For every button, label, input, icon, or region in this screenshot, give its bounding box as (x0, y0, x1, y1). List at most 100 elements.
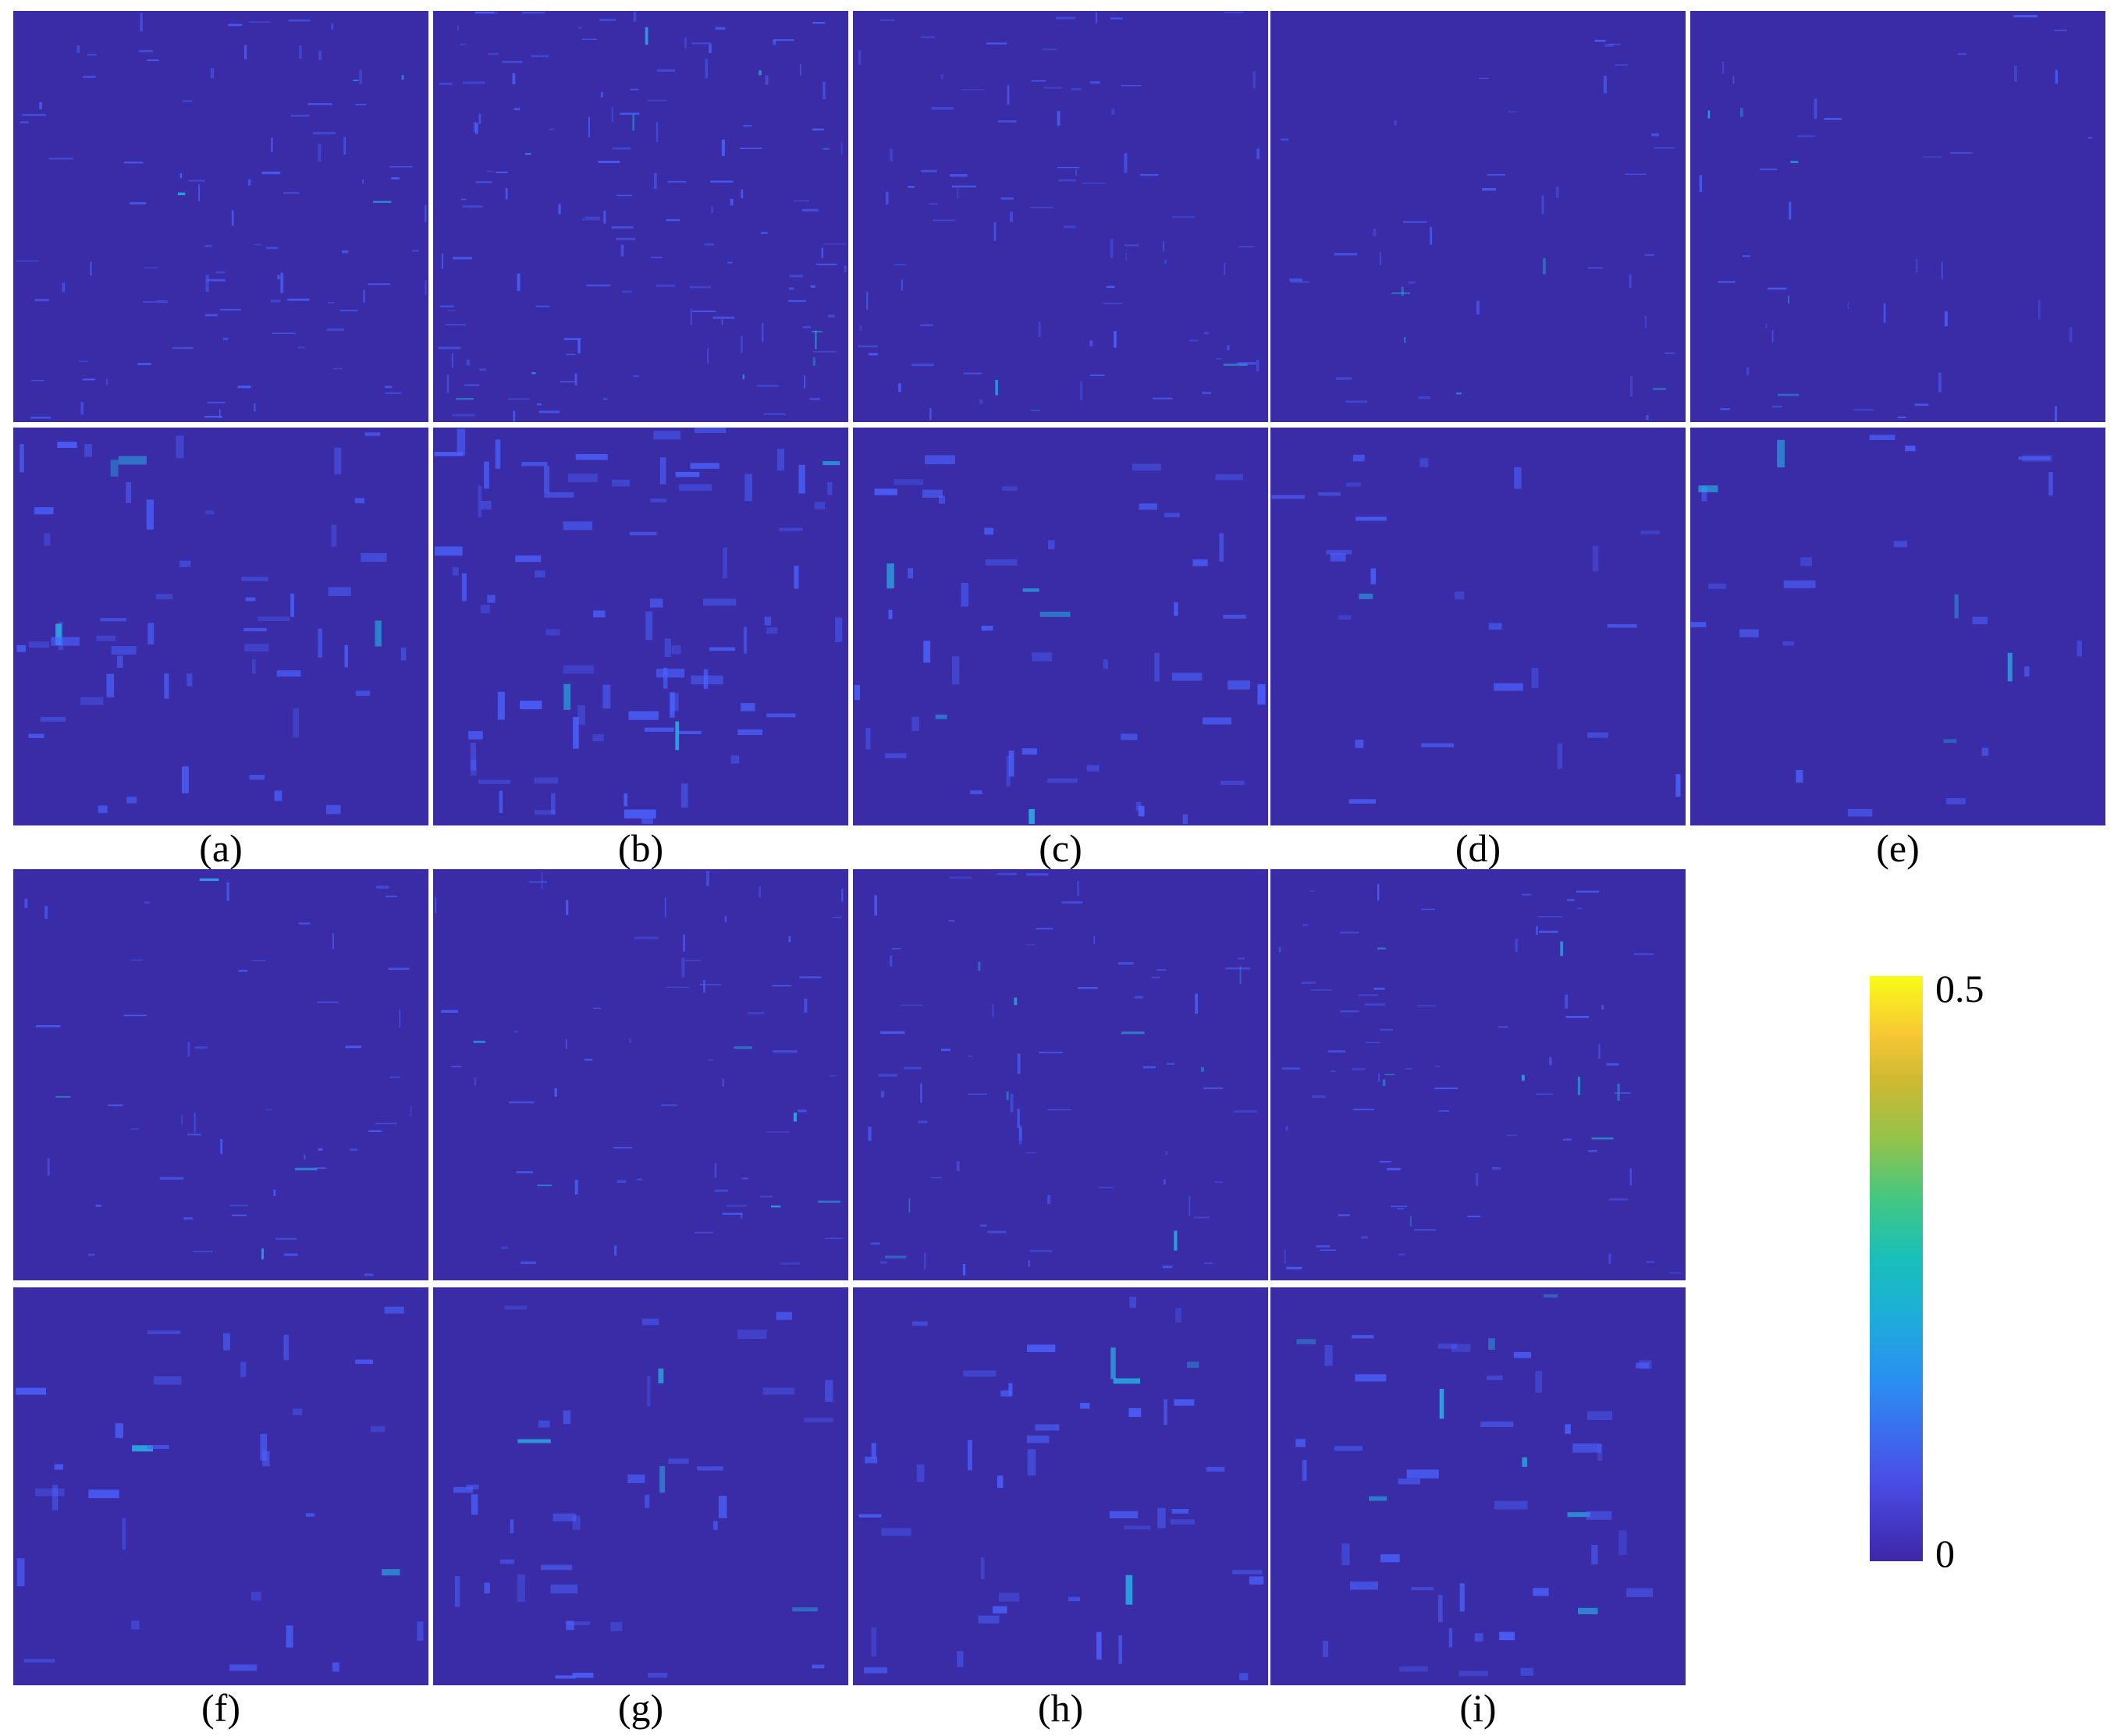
error-speckle (705, 59, 709, 79)
error-speckle (1438, 1595, 1443, 1623)
error-speckle (859, 325, 862, 332)
error-speckle (825, 1379, 833, 1402)
error-speckle (1355, 1374, 1387, 1382)
error-speckle (481, 500, 492, 509)
error-speckle (1204, 1262, 1213, 1265)
error-speckle (1278, 946, 1281, 953)
error-speckle (517, 1574, 525, 1603)
error-speckle (1047, 1195, 1051, 1204)
error-speckle (123, 162, 144, 164)
error-speckle (411, 250, 419, 252)
error-speckle (382, 1569, 400, 1576)
error-speckle (31, 379, 44, 382)
error-speckle (354, 498, 364, 504)
error-speckle (35, 1488, 65, 1496)
error-speckle (515, 555, 542, 563)
error-speckle (911, 1321, 928, 1326)
error-speckle (1289, 278, 1302, 282)
error-speckle (1482, 188, 1496, 191)
error-speckle (1555, 186, 1559, 198)
error-speckle (1281, 138, 1289, 141)
error-speckle (534, 777, 559, 784)
error-speckle (1601, 1005, 1604, 1010)
error-speckle (1058, 179, 1076, 182)
error-speckle (181, 1115, 183, 1125)
error-speckle (611, 226, 634, 229)
error-speckle (759, 1195, 773, 1198)
error-speckle (146, 499, 154, 530)
error-speckle (517, 1439, 551, 1443)
error-speckle (501, 1246, 508, 1249)
error-speckle (823, 81, 826, 100)
error-speckle (773, 39, 794, 41)
error-speckle (1296, 1339, 1316, 1345)
error-speckle (865, 1456, 878, 1464)
error-speckle (131, 1621, 140, 1630)
error-speckle (1740, 108, 1743, 117)
error-speckle (470, 760, 477, 776)
error-speckle (2022, 455, 2052, 462)
error-speckle (891, 948, 901, 950)
error-speckle (563, 521, 593, 531)
error-speckle (1068, 1596, 1081, 1602)
error-speckle (345, 1046, 362, 1049)
error-speckle (747, 1012, 765, 1015)
error-speckle (172, 346, 194, 350)
error-speckle (188, 179, 205, 182)
error-speckle (1494, 683, 1523, 691)
error-speckle (478, 485, 482, 518)
error-speckle (355, 690, 371, 696)
error-speckle (1604, 44, 1614, 47)
error-speckle (524, 153, 531, 155)
error-speckle (80, 697, 104, 705)
error-speckle (616, 1180, 627, 1183)
error-speckle (1790, 161, 1799, 163)
error-speckle (823, 243, 847, 245)
error-speckle (479, 368, 486, 371)
error-speckle (978, 961, 981, 971)
error-speckle (840, 141, 843, 154)
error-speckle (979, 399, 983, 405)
error-speckle (87, 1253, 95, 1256)
error-speckle (766, 1131, 790, 1133)
error-speckle (1311, 989, 1333, 991)
error-speckle (139, 49, 154, 53)
error-map-c-zoom (853, 428, 1268, 825)
error-speckle (1047, 1109, 1071, 1111)
error-speckle (671, 645, 681, 655)
error-speckle (283, 1253, 298, 1256)
error-speckle (451, 353, 453, 368)
error-speckle (509, 1101, 535, 1104)
error-speckle (474, 122, 478, 134)
error-speckle (1459, 1583, 1465, 1612)
error-speckle (1320, 1249, 1337, 1251)
error-speckle (814, 502, 826, 509)
error-speckle (811, 331, 823, 332)
error-speckle (478, 779, 511, 784)
error-speckle (951, 185, 976, 188)
error-speckle (54, 1464, 63, 1470)
error-speckle (1576, 890, 1600, 893)
error-speckle (1164, 513, 1180, 517)
error-speckle (155, 594, 173, 600)
error-speckle (1043, 87, 1063, 89)
error-speckle (87, 54, 97, 56)
error-speckle (344, 644, 348, 668)
error-speckle (696, 1466, 723, 1471)
error-speckle (581, 38, 597, 41)
error-speckle (684, 960, 702, 961)
error-speckle (707, 348, 709, 364)
error-speckle (1029, 808, 1035, 824)
error-speckle (130, 202, 147, 204)
error-speckle (1089, 81, 1100, 84)
error-speckle (90, 261, 92, 276)
error-speckle (1302, 1460, 1307, 1481)
error-speckle (961, 89, 985, 91)
error-speckle (921, 169, 937, 173)
error-speckle (968, 1093, 987, 1095)
error-speckle (388, 967, 410, 971)
error-speckle (1639, 1360, 1652, 1369)
error-speckle (1476, 300, 1480, 315)
error-speckle (470, 743, 477, 771)
error-speckle (251, 960, 266, 962)
